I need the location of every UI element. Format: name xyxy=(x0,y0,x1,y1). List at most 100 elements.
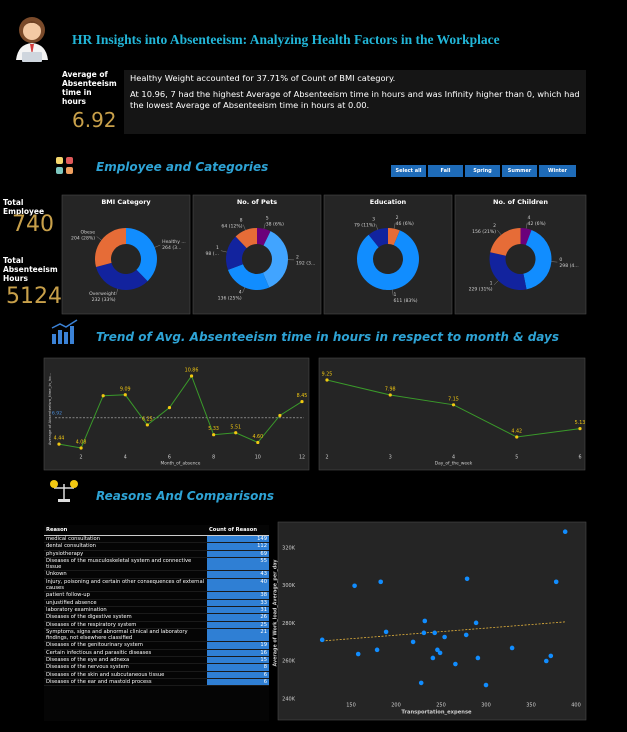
chart-title: No. of Pets xyxy=(237,198,277,206)
slice-category: 0 xyxy=(559,257,562,263)
slice-label: 204 (28%) xyxy=(71,236,95,242)
point xyxy=(319,637,325,643)
slicer-button[interactable]: Fall xyxy=(428,165,463,177)
slice-label: 98 (... xyxy=(206,251,219,257)
y-tick-label: 260K xyxy=(282,659,296,665)
slice-label: 79 (11%) xyxy=(354,223,375,229)
leader-line xyxy=(375,224,378,230)
slicer-button[interactable]: Summer xyxy=(502,165,537,177)
data-label: 6.25 xyxy=(142,416,153,422)
point xyxy=(451,403,456,407)
point xyxy=(475,655,481,661)
leader-line xyxy=(393,222,396,229)
leader-line xyxy=(115,288,118,295)
panel xyxy=(277,521,587,721)
data-label: 10.86 xyxy=(185,367,199,373)
reason-cell: Diseases of the nervous system xyxy=(44,663,207,672)
point xyxy=(509,645,515,651)
count-cell: 38 xyxy=(207,591,269,600)
donut-slice xyxy=(520,228,532,245)
chart-title: Education xyxy=(370,198,407,206)
table: Reason Count of Reason medical consultatio… xyxy=(44,525,269,687)
point xyxy=(101,394,105,398)
leader-line xyxy=(243,224,246,231)
leader-line xyxy=(493,280,499,285)
slice-category: 4 xyxy=(239,289,242,295)
count-cell: 149 xyxy=(207,535,269,544)
slice-category: Obese xyxy=(80,230,95,236)
table-row: Injury, poisoning and certain other cons… xyxy=(44,578,269,593)
x-tick-label: 6 xyxy=(578,455,581,461)
column-header: Reason xyxy=(44,525,207,536)
reason-cell: Diseases of the ear and mastoid process xyxy=(44,678,207,687)
x-axis-title: Day_of_the_week xyxy=(435,461,473,467)
slice-category: 2 xyxy=(493,223,496,229)
point xyxy=(212,433,216,437)
header-row: Reason Count of Reason xyxy=(44,525,269,536)
point xyxy=(430,655,436,661)
table-row: patient follow-up 38 xyxy=(44,591,269,600)
section-title: Trend of Avg. Absenteeism time in hours … xyxy=(96,330,560,344)
reason-table: Reason Count of Reason medical consultatio… xyxy=(44,525,269,721)
leader-line xyxy=(96,236,102,241)
slice-label: 229 (31%) xyxy=(469,287,493,293)
point xyxy=(410,639,416,645)
point xyxy=(548,653,554,659)
table-row: laboratory examination 31 xyxy=(44,606,269,615)
slice-category: Healthy ... xyxy=(162,239,186,245)
point xyxy=(422,618,428,624)
donut-slice xyxy=(388,228,400,246)
y-tick-label: 320K xyxy=(282,545,296,551)
x-tick-label: 4 xyxy=(124,455,127,461)
x-axis-title: Month_of_absence xyxy=(161,461,201,467)
chart-title: No. of Children xyxy=(493,198,548,206)
x-tick-label: 8 xyxy=(212,455,215,461)
point xyxy=(418,680,424,686)
reason-cell: Diseases of the eye and adnexa xyxy=(44,656,207,665)
kpi-value: 5124 xyxy=(6,284,62,309)
table-row: Diseases of the genitourinary system 19 xyxy=(44,641,269,650)
kpi-value: 6.92 xyxy=(72,108,117,132)
reason-cell: medical consultation xyxy=(44,535,207,544)
count-cell: 112 xyxy=(207,542,269,551)
narrative: Healthy Weight accounted for 37.71% of C… xyxy=(124,70,586,134)
x-tick-label: 400 xyxy=(571,703,581,709)
slice-category: 3 xyxy=(372,217,375,223)
point xyxy=(515,435,519,439)
slice-label: 64 (12%) xyxy=(221,223,242,229)
donut-slice xyxy=(257,228,271,246)
point xyxy=(437,650,443,656)
x-tick-label: 300 xyxy=(481,703,491,709)
kpi-value: 740 xyxy=(12,212,54,237)
table-row: Diseases of the eye and adnexa 15 xyxy=(44,656,269,665)
reason-cell: Injury, poisoning and certain other cons… xyxy=(44,578,207,593)
leader-line xyxy=(525,222,528,229)
slicer-button[interactable]: Spring xyxy=(465,165,500,177)
donut-slice xyxy=(126,228,157,282)
reason-cell: Diseases of the digestive system xyxy=(44,613,207,622)
point xyxy=(145,423,149,427)
slice-label: 264 (3... xyxy=(162,245,181,251)
point xyxy=(483,682,489,688)
average-label: 6.92 xyxy=(52,410,62,416)
slice-category: 2 xyxy=(396,215,399,221)
leader-line xyxy=(220,250,227,253)
slicer-button[interactable]: Select all xyxy=(391,165,426,177)
x-tick-label: 6 xyxy=(168,455,171,461)
point xyxy=(562,529,568,535)
leader-line xyxy=(154,244,161,248)
reason-cell: laboratory examination xyxy=(44,606,207,615)
donut-slice xyxy=(235,228,257,249)
kpi-label: Total Employee xyxy=(3,198,45,216)
point xyxy=(300,399,304,404)
table-row: Diseases of the ear and mastoid process 6 xyxy=(44,678,269,687)
trend-line xyxy=(322,621,566,642)
slice-label: 46 (6%) xyxy=(396,221,414,227)
leader-line xyxy=(392,289,394,296)
panel xyxy=(43,357,310,471)
count-cell: 16 xyxy=(207,649,269,658)
count-cell: 6 xyxy=(207,678,269,687)
slicer-button[interactable]: Winter xyxy=(539,165,576,177)
reason-cell: patient follow-up xyxy=(44,591,207,600)
data-label: 4.42 xyxy=(511,429,522,435)
